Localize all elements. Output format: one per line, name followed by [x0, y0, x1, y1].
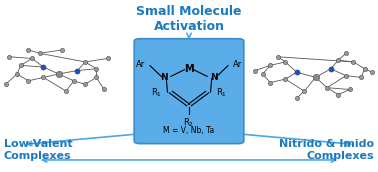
Point [74, 69, 81, 72]
Point [252, 69, 258, 72]
Point [56, 73, 62, 75]
Point [301, 90, 307, 93]
Point [328, 67, 334, 70]
Text: N: N [161, 73, 168, 82]
Point [93, 76, 99, 79]
Point [343, 74, 349, 77]
Point [101, 88, 107, 91]
Point [313, 76, 319, 79]
Point [335, 59, 341, 62]
Point [40, 76, 46, 79]
Point [18, 64, 24, 67]
Point [63, 90, 69, 93]
Point [59, 49, 65, 51]
Point [282, 78, 288, 80]
Point [350, 61, 356, 63]
Point [294, 97, 300, 99]
Text: R$_1$: R$_1$ [151, 87, 163, 99]
Point [29, 57, 35, 60]
Point [25, 49, 31, 51]
Point [358, 76, 364, 79]
Point [294, 71, 300, 74]
Text: R$_2$: R$_2$ [183, 117, 195, 130]
Point [6, 55, 12, 58]
Point [335, 93, 341, 96]
Point [275, 55, 281, 58]
Point [347, 88, 353, 91]
Point [40, 66, 46, 68]
Point [3, 83, 9, 86]
Point [260, 73, 266, 75]
Point [282, 61, 288, 63]
Text: Small Molecule
Activation: Small Molecule Activation [136, 5, 242, 33]
Text: M = V, Nb, Ta: M = V, Nb, Ta [163, 126, 215, 135]
Point [324, 86, 330, 89]
Point [14, 73, 20, 75]
Point [267, 81, 273, 84]
Point [362, 67, 368, 70]
Point [369, 71, 375, 74]
Text: Nitrido & Imido
Complexes: Nitrido & Imido Complexes [279, 139, 374, 161]
Point [25, 79, 31, 82]
Text: Ar: Ar [136, 60, 146, 69]
Point [267, 64, 273, 67]
Point [71, 79, 77, 82]
Point [343, 52, 349, 55]
Text: Ar: Ar [232, 60, 242, 69]
Point [93, 67, 99, 70]
Text: M: M [184, 64, 194, 74]
Point [37, 52, 43, 55]
Point [105, 57, 111, 60]
Point [82, 83, 88, 86]
FancyBboxPatch shape [134, 39, 244, 144]
Text: R$_1$: R$_1$ [215, 87, 227, 99]
Text: N: N [210, 73, 217, 82]
Text: Low-Valent
Complexes: Low-Valent Complexes [4, 139, 73, 161]
Point [82, 61, 88, 63]
